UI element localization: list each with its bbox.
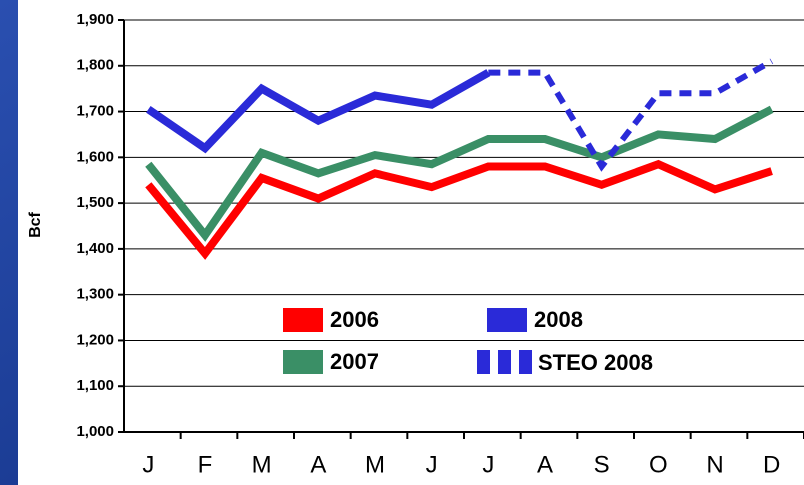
y-tick-label: 1,600 [76, 148, 114, 165]
legend-label: 2007 [330, 349, 379, 374]
x-tick-label: A [537, 451, 553, 478]
series-line [145, 159, 773, 260]
x-tick-label: M [365, 451, 385, 478]
series-line [145, 105, 774, 242]
y-axis-label: Bcf [27, 211, 44, 237]
x-tick-label: J [482, 451, 494, 478]
series-line [488, 58, 774, 172]
y-tick-label: 1,500 [76, 194, 114, 211]
y-tick-label: 1,100 [76, 377, 114, 394]
legend-label: 2008 [534, 307, 583, 332]
y-tick-label: 1,300 [76, 286, 114, 303]
legend-swatch [477, 350, 490, 374]
y-tick-label: 1,400 [76, 240, 114, 257]
x-tick-label: S [594, 451, 610, 478]
legend-label: 2006 [330, 307, 379, 332]
x-tick-label: D [763, 451, 780, 478]
x-tick-label: N [706, 451, 723, 478]
x-tick-label: A [310, 451, 326, 478]
legend-swatch [498, 350, 511, 374]
x-tick-label: O [649, 451, 668, 478]
legend-label: STEO 2008 [538, 350, 653, 375]
series-line [146, 69, 491, 154]
y-tick-label: 1,800 [76, 57, 114, 74]
x-tick-label: J [426, 451, 438, 478]
y-tick-label: 1,900 [76, 11, 114, 28]
legend-swatch [283, 350, 323, 374]
legend-swatch [487, 308, 527, 332]
y-tick-label: 1,700 [76, 103, 114, 120]
legend-swatch [519, 350, 532, 374]
legend-swatch [283, 308, 323, 332]
y-tick-label: 1,000 [76, 423, 114, 440]
x-tick-label: F [198, 451, 213, 478]
y-tick-label: 1,200 [76, 331, 114, 348]
x-tick-label: M [252, 451, 272, 478]
x-tick-label: J [142, 451, 154, 478]
plot-panel [18, 0, 804, 485]
